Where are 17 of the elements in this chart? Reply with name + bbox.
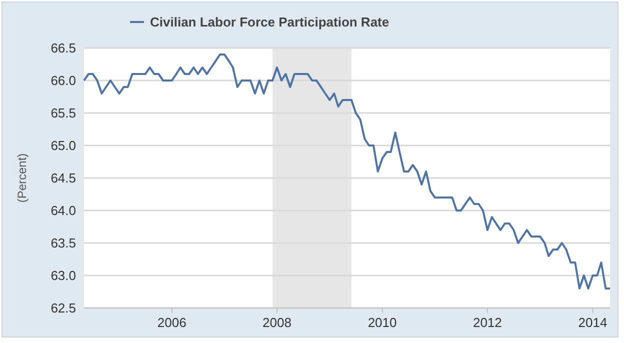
line-series <box>83 54 611 290</box>
y-tick-label: 63.0 <box>50 268 76 284</box>
legend-label: Civilian Labor Force Participation Rate <box>150 14 390 30</box>
y-tick-label: 65.0 <box>50 138 76 154</box>
y-tick-label: 64.5 <box>50 170 76 186</box>
x-tick-label: 2006 <box>157 315 186 330</box>
x-tick-label: 2008 <box>262 315 292 330</box>
x-tick-label: 2012 <box>472 315 502 330</box>
y-tick-label: 66.0 <box>50 73 76 88</box>
x-tick-label: 2010 <box>368 315 397 330</box>
x-tick-label: 2014 <box>578 315 608 330</box>
y-tick-label: 64.0 <box>50 203 76 218</box>
y-tick-label: 65.5 <box>50 106 76 121</box>
y-tick-label: 62.5 <box>50 300 76 316</box>
y-tick-label: 66.5 <box>50 40 76 56</box>
y-axis-title: (Percent) <box>15 153 29 203</box>
y-tick-label: 63.5 <box>50 236 76 251</box>
